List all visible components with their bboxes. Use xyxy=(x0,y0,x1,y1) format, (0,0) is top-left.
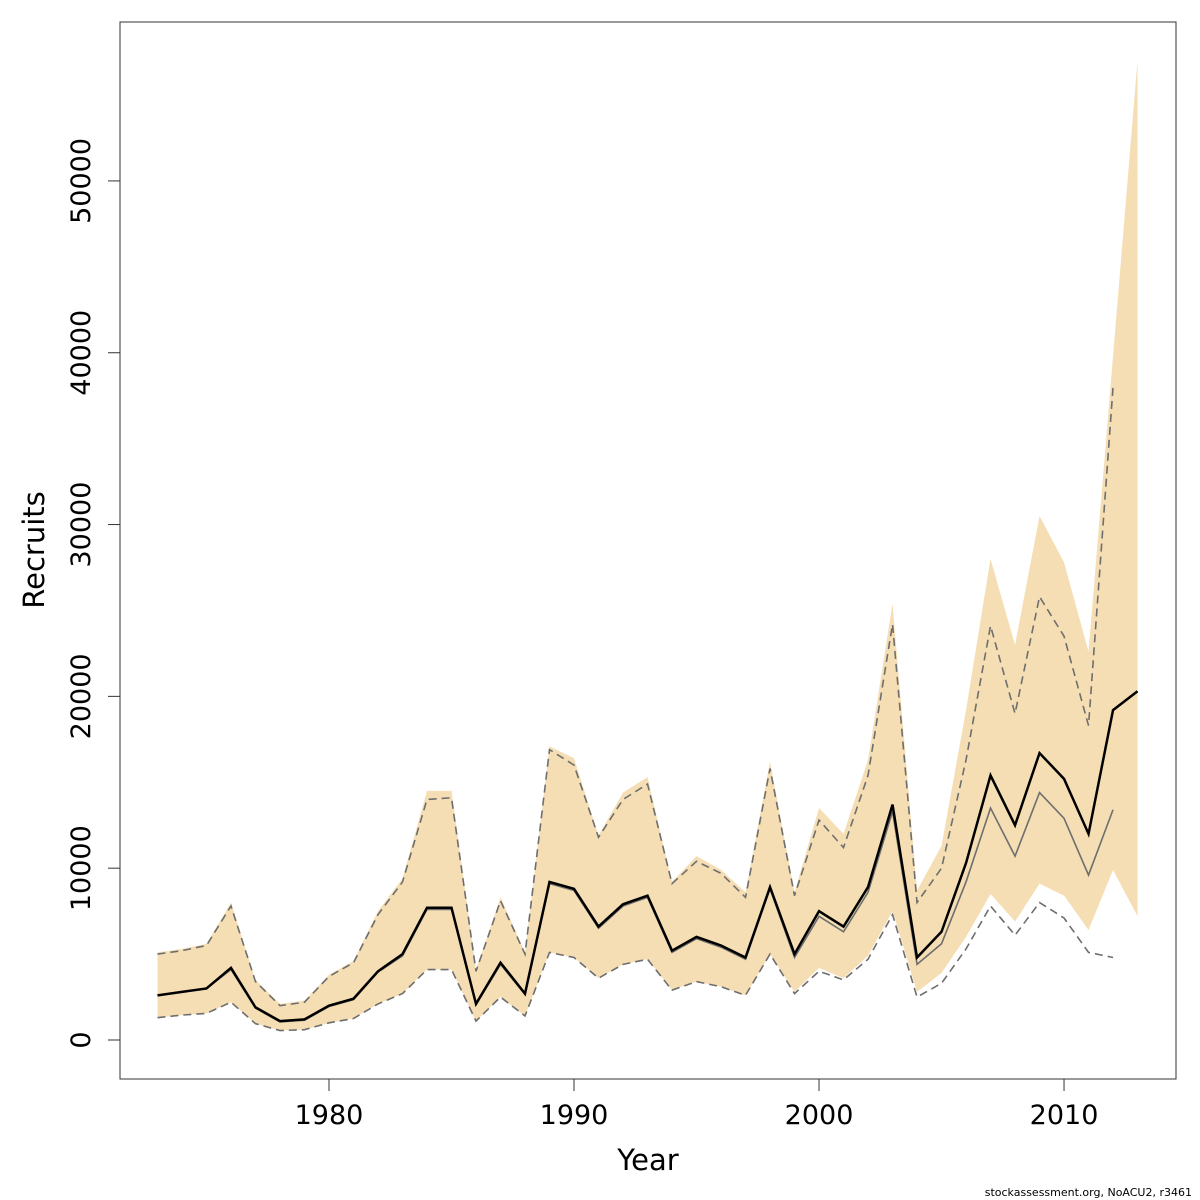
confidence-band xyxy=(157,60,1138,1031)
y-tick-label: 30000 xyxy=(66,482,97,568)
y-axis-label: Recruits xyxy=(17,491,51,608)
footer: stockassessment.org, NoACU2, r3461 xyxy=(985,1186,1192,1199)
line xyxy=(157,690,1139,1023)
x-tick-label: 1980 xyxy=(295,1100,364,1131)
plot-frame xyxy=(119,21,1177,1080)
y-tick-label: 50000 xyxy=(66,138,97,224)
y-tick-label: 10000 xyxy=(66,825,97,911)
y-tick-label: 20000 xyxy=(66,653,97,739)
x-tick-label: 1990 xyxy=(540,1100,609,1131)
x-tick-label: 2000 xyxy=(785,1100,854,1131)
y-tick-label: 0 xyxy=(66,1031,97,1048)
y-tick-label: 40000 xyxy=(66,310,97,396)
line xyxy=(157,387,1114,1007)
x-axis-label: Year xyxy=(616,1143,678,1177)
x-tick-label: 2010 xyxy=(1030,1100,1099,1131)
line xyxy=(157,901,1114,1032)
